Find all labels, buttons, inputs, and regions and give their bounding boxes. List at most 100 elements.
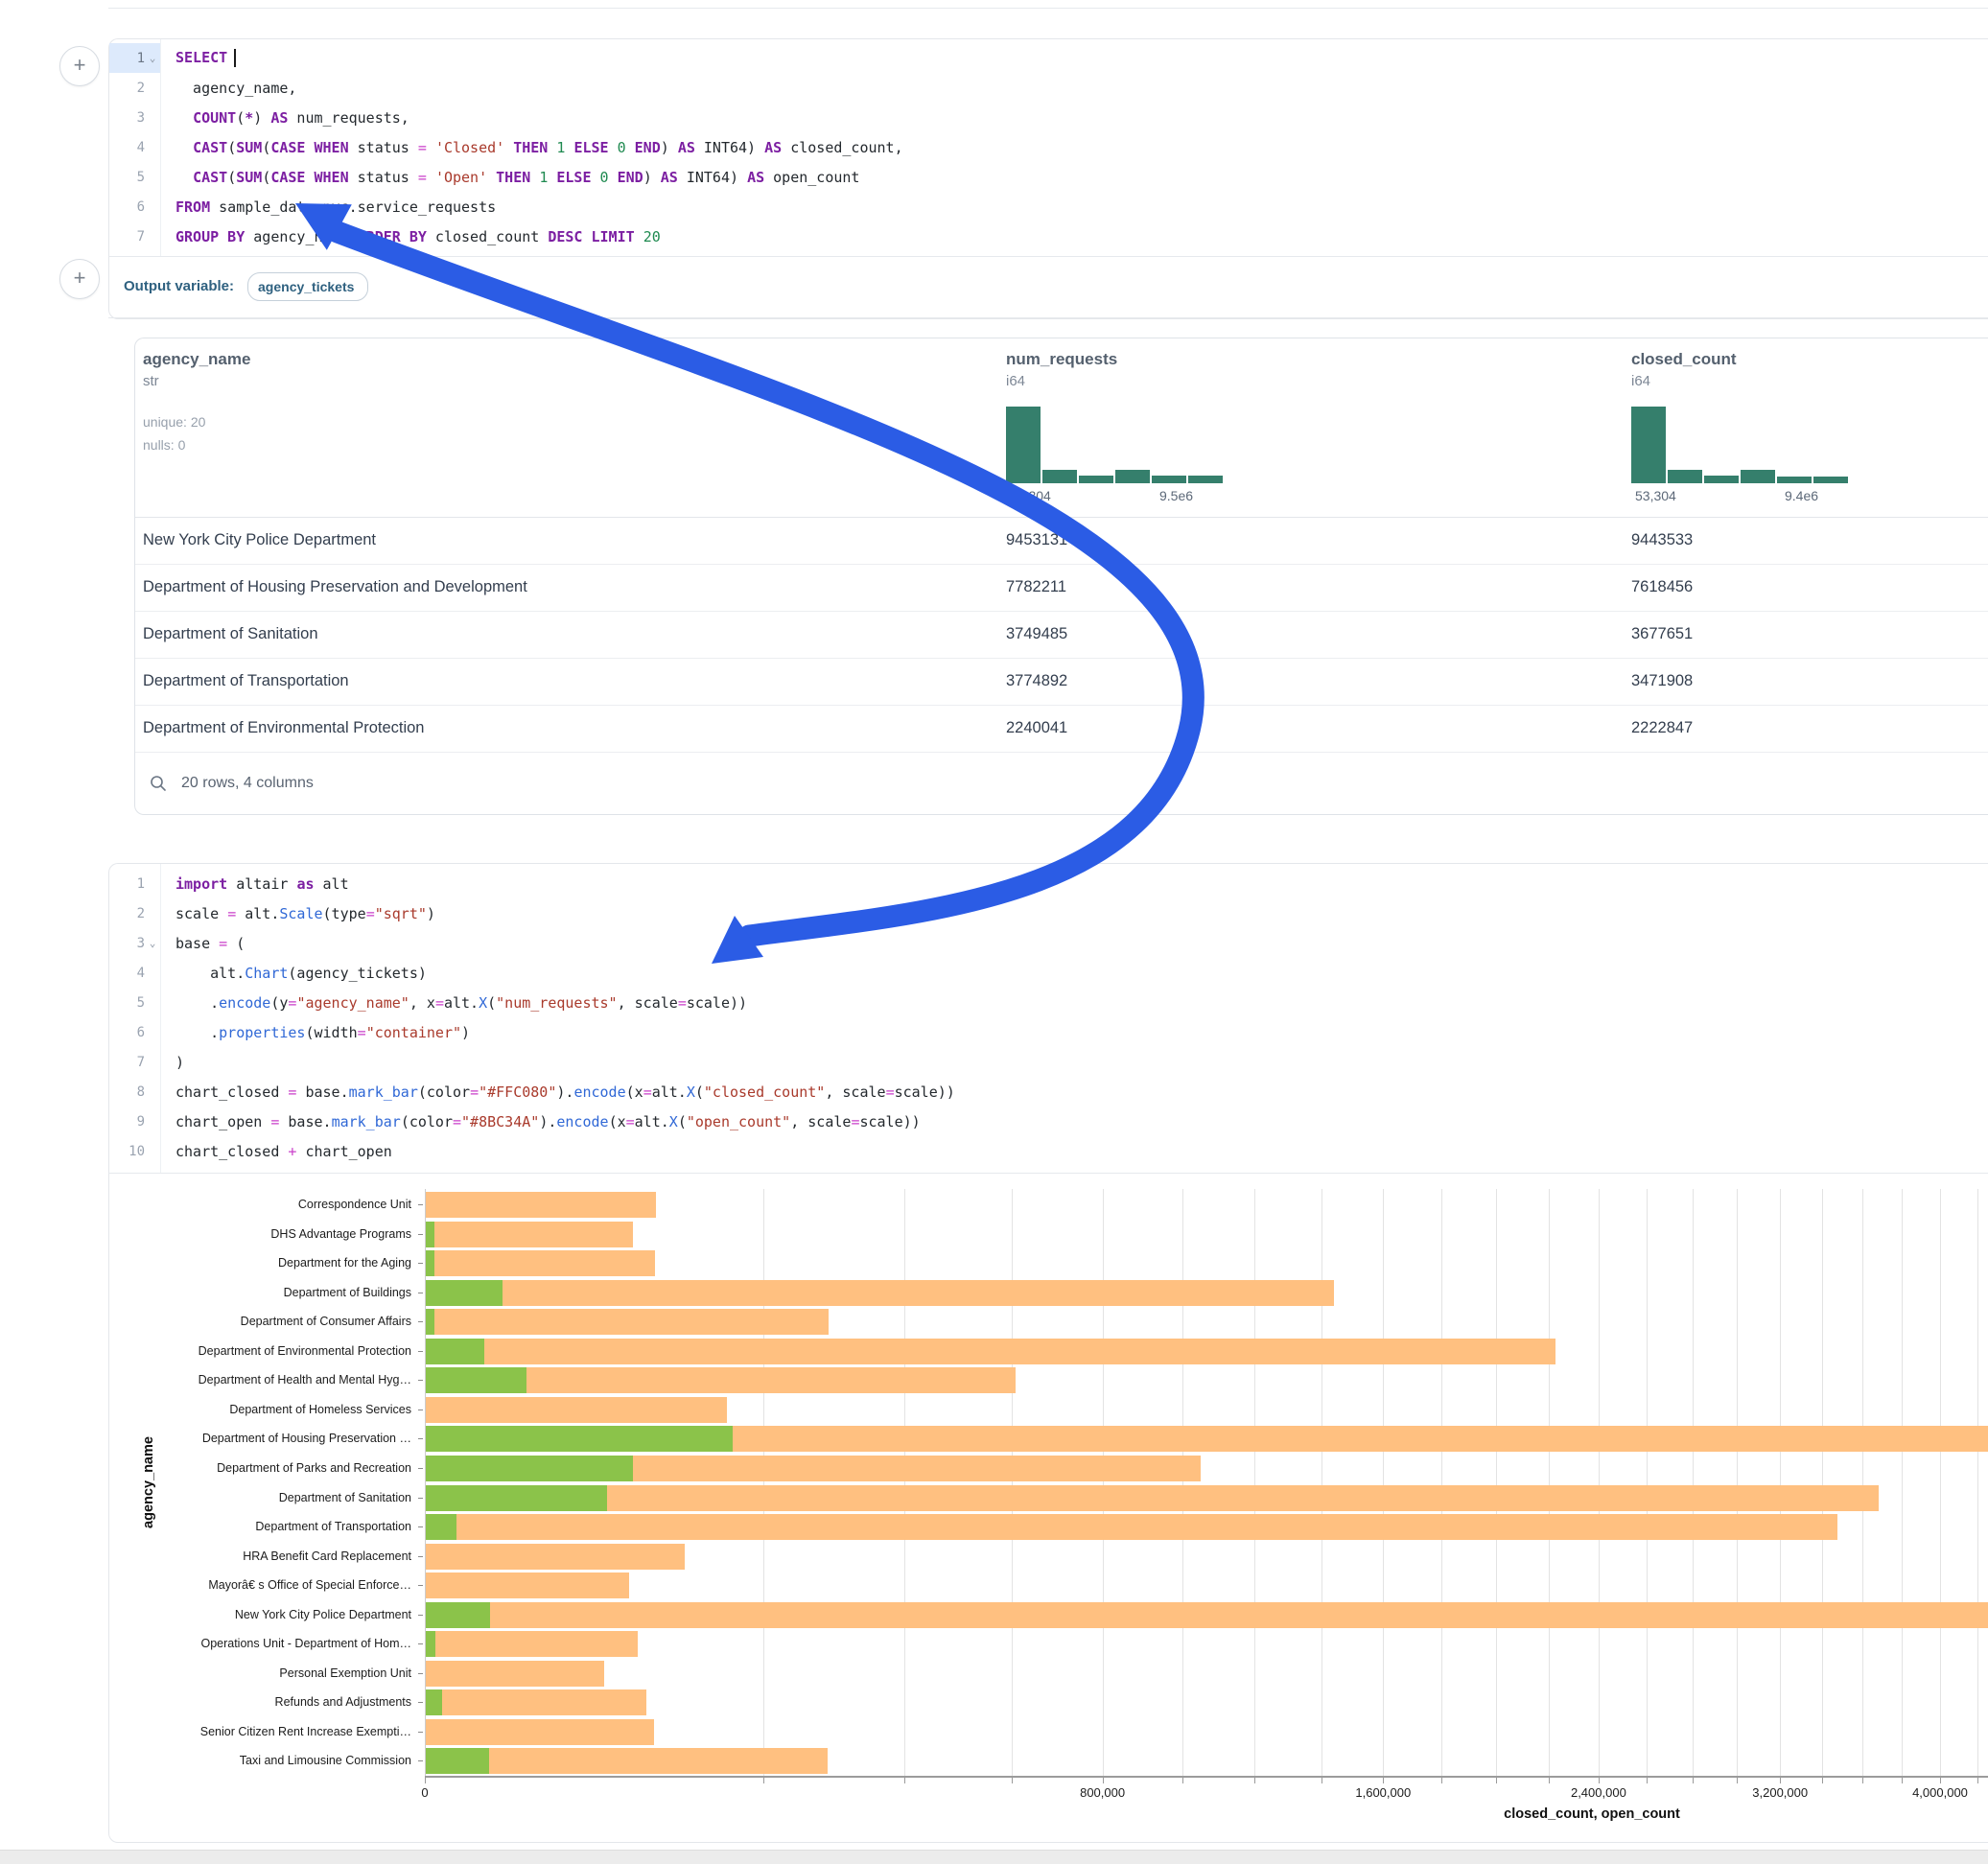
code-line[interactable]: 10chart_closed + chart_open bbox=[109, 1136, 1988, 1166]
code-line[interactable]: 3 COUNT(*) AS num_requests, bbox=[109, 103, 1988, 132]
x-tick-label: 0 bbox=[358, 1785, 492, 1800]
y-axis-domain bbox=[425, 1189, 426, 1776]
fold-chevron-icon[interactable]: ⌄ bbox=[145, 937, 160, 949]
open-count-bar bbox=[426, 1280, 503, 1306]
code-token: ) bbox=[461, 1024, 470, 1041]
code-line[interactable]: 3⌄base = ( bbox=[109, 928, 1988, 958]
code-line[interactable]: 6FROM sample_data.nyc.service_requests bbox=[109, 192, 1988, 221]
open-count-bar bbox=[426, 1748, 489, 1774]
gridline bbox=[1693, 1189, 1694, 1776]
line-number-gutter: 5 bbox=[109, 162, 160, 192]
code-token bbox=[504, 139, 513, 156]
x-tick-mark bbox=[1321, 1778, 1322, 1783]
row-column-count: 20 rows, 4 columns bbox=[181, 775, 314, 792]
open-count-bar bbox=[426, 1250, 434, 1276]
code-token bbox=[427, 139, 435, 156]
add-cell-button-top[interactable]: + bbox=[59, 46, 100, 86]
x-tick-mark bbox=[425, 1778, 426, 1783]
code-token: LIMIT bbox=[592, 228, 635, 245]
table-cell: 3774892 bbox=[1006, 658, 1067, 705]
y-tick-mark bbox=[418, 1526, 423, 1527]
code-line[interactable]: 8chart_closed = base.mark_bar(color="#FF… bbox=[109, 1077, 1988, 1107]
x-tick-mark bbox=[1822, 1778, 1823, 1783]
line-number: 3 bbox=[118, 110, 145, 126]
histogram-min-label: 53,304 bbox=[1010, 488, 1051, 503]
add-cell-button-output[interactable]: + bbox=[59, 259, 100, 299]
y-tick-mark bbox=[418, 1498, 423, 1499]
search-icon[interactable] bbox=[149, 774, 168, 793]
table-cell: 2240041 bbox=[1006, 705, 1067, 752]
line-number-gutter: 4 bbox=[109, 958, 160, 988]
code-token: SUM bbox=[236, 139, 262, 156]
gridline bbox=[904, 1189, 905, 1776]
y-tick-mark bbox=[418, 1760, 423, 1761]
code-token: base. bbox=[296, 1083, 348, 1101]
closed-count-bar bbox=[426, 1485, 1879, 1511]
table-footer: 20 rows, 4 columns bbox=[135, 753, 1988, 814]
gridline bbox=[1862, 1189, 1863, 1776]
code-token: X bbox=[479, 994, 487, 1012]
fold-chevron-icon[interactable]: ⌄ bbox=[145, 52, 160, 64]
code-token: chart_open bbox=[296, 1143, 391, 1160]
y-tick-mark bbox=[418, 1204, 423, 1205]
code-line[interactable]: 5 CAST(SUM(CASE WHEN status = 'Open' THE… bbox=[109, 162, 1988, 192]
code-token: SUM bbox=[236, 169, 262, 186]
x-tick-label: 4,000,000 bbox=[1873, 1785, 1988, 1800]
gridline bbox=[1599, 1189, 1600, 1776]
python-code-editor[interactable]: 1import altair as alt2scale = alt.Scale(… bbox=[109, 864, 1988, 1166]
histogram-bar bbox=[1152, 476, 1186, 483]
code-token: ) bbox=[175, 1054, 184, 1071]
code-text: ) bbox=[160, 1054, 184, 1071]
code-token: alt. bbox=[175, 965, 245, 982]
code-line[interactable]: 5 .encode(y="agency_name", x=alt.X("num_… bbox=[109, 988, 1988, 1017]
gutter-divider bbox=[160, 39, 161, 256]
line-number: 1 bbox=[118, 51, 145, 66]
bottom-scroll-strip[interactable] bbox=[0, 1850, 1988, 1864]
y-tick-label: Department for the Aging bbox=[0, 1256, 411, 1270]
histogram-bar bbox=[1668, 470, 1702, 483]
y-tick-mark bbox=[418, 1732, 423, 1733]
code-line[interactable]: 1⌄SELECT bbox=[109, 43, 1988, 73]
code-line[interactable]: 1import altair as alt bbox=[109, 869, 1988, 898]
output-variable-pill[interactable]: agency_tickets bbox=[247, 272, 368, 301]
line-number: 6 bbox=[118, 199, 145, 215]
code-token: , scale bbox=[790, 1113, 851, 1130]
code-token: AS bbox=[661, 169, 678, 186]
closed-count-bar bbox=[426, 1573, 629, 1598]
code-token: alt. bbox=[635, 1113, 669, 1130]
code-line[interactable]: 7) bbox=[109, 1047, 1988, 1077]
code-token: closed_count bbox=[427, 228, 548, 245]
sql-code-editor[interactable]: 1⌄SELECT2 agency_name,3 COUNT(*) AS num_… bbox=[109, 39, 1988, 251]
line-number: 5 bbox=[118, 995, 145, 1011]
code-token: scale)) bbox=[895, 1083, 955, 1101]
code-token: X bbox=[687, 1083, 695, 1101]
code-token: scale)) bbox=[859, 1113, 920, 1130]
column-histogram bbox=[1631, 407, 1848, 483]
gridline bbox=[1822, 1189, 1823, 1776]
code-token: 0 bbox=[618, 139, 626, 156]
code-token: closed_count, bbox=[782, 139, 902, 156]
histogram-bar bbox=[1777, 477, 1812, 483]
histogram-bar bbox=[1188, 476, 1223, 483]
closed-count-bar bbox=[426, 1192, 656, 1218]
code-line[interactable]: 4 alt.Chart(agency_tickets) bbox=[109, 958, 1988, 988]
code-token bbox=[592, 169, 600, 186]
code-token: encode bbox=[556, 1113, 608, 1130]
code-line[interactable]: 2 agency_name, bbox=[109, 73, 1988, 103]
code-line[interactable]: 7GROUP BY agency_name ORDER BY closed_co… bbox=[109, 221, 1988, 251]
code-line[interactable]: 2scale = alt.Scale(type="sqrt") bbox=[109, 898, 1988, 928]
gridline bbox=[1780, 1189, 1781, 1776]
code-line[interactable]: 6 .properties(width="container") bbox=[109, 1017, 1988, 1047]
code-token: chart_closed bbox=[175, 1143, 288, 1160]
code-token: ( bbox=[262, 139, 270, 156]
code-token: ( bbox=[262, 169, 270, 186]
code-line[interactable]: 9chart_open = base.mark_bar(color="#8BC3… bbox=[109, 1107, 1988, 1136]
x-tick-mark bbox=[1862, 1778, 1863, 1783]
code-text: alt.Chart(agency_tickets) bbox=[160, 965, 427, 982]
code-token: CAST bbox=[193, 139, 227, 156]
open-count-bar bbox=[426, 1456, 633, 1481]
code-token: "#FFC080" bbox=[479, 1083, 556, 1101]
code-line[interactable]: 4 CAST(SUM(CASE WHEN status = 'Closed' T… bbox=[109, 132, 1988, 162]
y-tick-label: Department of Housing Preservation … bbox=[0, 1432, 411, 1446]
code-token: ) bbox=[643, 169, 661, 186]
